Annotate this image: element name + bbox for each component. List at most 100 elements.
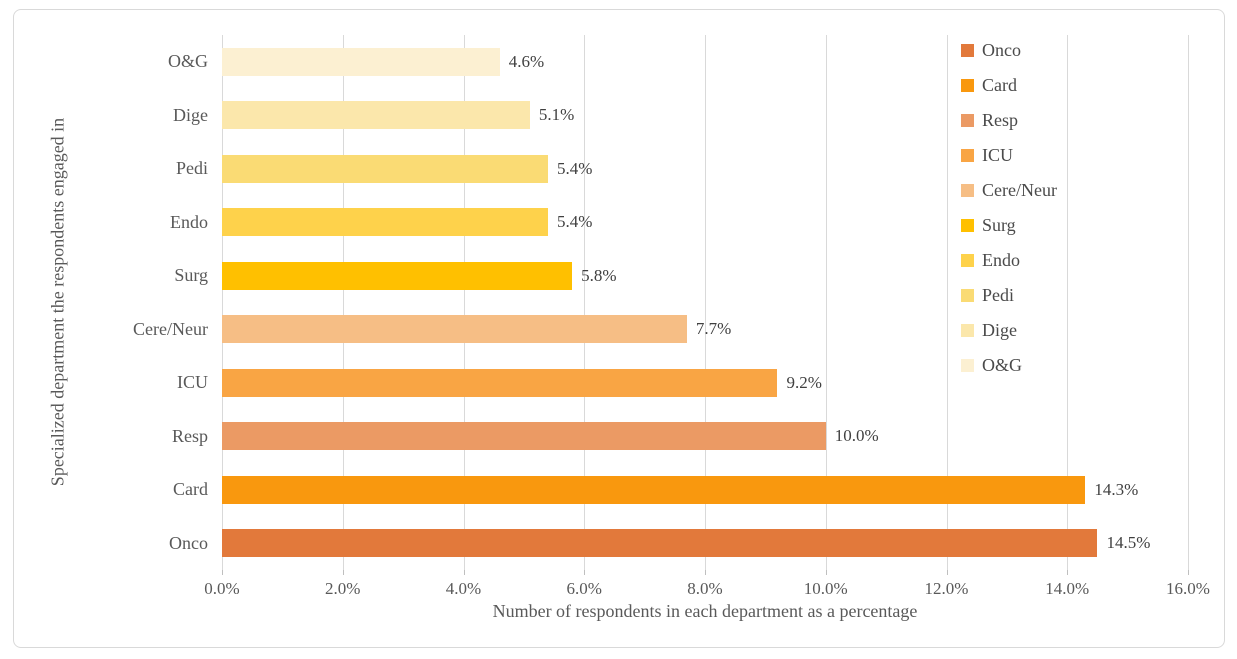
tick-mark [946, 570, 948, 575]
tick-label: 2.0% [325, 579, 361, 598]
category-label: Pedi [175, 158, 208, 179]
tick-label: 12.0% [924, 579, 969, 598]
category-label: O&G [168, 51, 208, 72]
tick-mark [1188, 570, 1189, 575]
legend-label: Resp [982, 110, 1018, 130]
bar [222, 101, 530, 130]
gridlines [222, 35, 1189, 570]
legend: Onco Card Resp ICU Cere/Neur Surg Endo Pedi Dige… [961, 33, 1057, 383]
legend-item: ICU [961, 138, 1057, 173]
data-label: 4.6% [508, 51, 545, 71]
gridline [825, 35, 827, 570]
bar-rows: O&G 4.6% Dige 5.1% Pedi 5.4% Endo 5.4% Surg 5.8% C… [0, 35, 1188, 570]
data-label: 5.4% [557, 212, 593, 232]
legend-swatch-icon [961, 79, 974, 92]
bar [222, 475, 1086, 504]
bar-track: 5.4% [222, 196, 1188, 250]
tick-mark [584, 570, 586, 575]
data-label: 14.3% [1094, 479, 1139, 499]
data-label: 5.8% [581, 265, 617, 285]
gridline [946, 35, 948, 570]
bar-track: 14.5% [222, 517, 1188, 571]
category-label: Card [173, 479, 208, 500]
bar-row: Dige 5.1% [0, 89, 1188, 143]
category-label: Resp [172, 425, 208, 446]
bar [222, 154, 549, 183]
legend-item: Surg [961, 208, 1057, 243]
data-label: 10.0% [834, 426, 879, 446]
legend-swatch-icon [961, 149, 974, 162]
data-label: 14.5% [1106, 533, 1151, 553]
tick-label: 10.0% [803, 579, 848, 598]
legend-swatch-icon [961, 44, 974, 57]
bar [222, 422, 826, 451]
gridline [1188, 35, 1189, 570]
bar-track: 5.8% [222, 249, 1188, 303]
legend-item: Pedi [961, 278, 1057, 313]
bar-row: Endo 5.4% [0, 196, 1188, 250]
legend-label: Dige [982, 320, 1017, 340]
tick-label: 4.0% [445, 579, 482, 598]
data-label: 7.7% [695, 319, 732, 339]
legend-label: Card [982, 75, 1017, 95]
legend-label: Pedi [982, 285, 1015, 305]
data-label: 5.1% [538, 105, 575, 125]
bar [222, 208, 549, 237]
bar-row: ICU 9.2% [0, 356, 1188, 410]
bar-track: 9.2% [222, 356, 1188, 410]
tick-label: 8.0% [687, 579, 723, 598]
category-label: Onco [169, 532, 208, 553]
category-label: ICU [177, 372, 208, 393]
category-label: Cere/Neur [133, 318, 208, 339]
bar-row: O&G 4.6% [0, 35, 1188, 89]
bar-track: 10.0% [222, 410, 1188, 464]
y-axis-title: Specialized department the respondents e… [47, 117, 68, 487]
gridline [705, 35, 706, 570]
legend-item: Endo [961, 243, 1057, 278]
legend-swatch-icon [961, 289, 974, 302]
bar [222, 261, 573, 290]
legend-item: O&G [961, 348, 1057, 383]
tick-mark [825, 570, 827, 575]
tick-mark [463, 570, 465, 575]
bar-row: Card 14.3% [0, 463, 1188, 517]
bar-track: 4.6% [222, 35, 1188, 89]
bar-track: 5.1% [222, 89, 1188, 143]
gridline [342, 35, 344, 570]
bar [222, 315, 687, 344]
legend-label: O&G [982, 355, 1022, 375]
legend-item: Onco [961, 33, 1057, 68]
bar-track: 5.4% [222, 142, 1188, 196]
legend-item: Dige [961, 313, 1057, 348]
tick-mark [705, 570, 706, 575]
tick-mark [1067, 570, 1069, 575]
legend-item: Cere/Neur [961, 173, 1057, 208]
bar-row: Resp 10.0% [0, 410, 1188, 464]
legend-label: Endo [982, 250, 1020, 270]
category-label: Surg [174, 265, 208, 286]
legend-item: Resp [961, 103, 1057, 138]
bar-row: Cere/Neur 7.7% [0, 303, 1188, 357]
legend-label: Cere/Neur [982, 180, 1057, 200]
legend-swatch-icon [961, 114, 974, 127]
tick-label: 14.0% [1045, 579, 1090, 598]
data-label: 9.2% [786, 372, 822, 392]
gridline [463, 35, 465, 570]
legend-item: Card [961, 68, 1057, 103]
gridline [584, 35, 586, 570]
tick-label: 6.0% [566, 579, 602, 598]
x-axis-ticks: 0.0% 2.0% 4.0% 6.0% 8.0% 10.0% 12.0% 14.0% 16.0% [204, 570, 1210, 604]
bar-row: Pedi 5.4% [0, 142, 1188, 196]
bar-row: Surg 5.8% [0, 249, 1188, 303]
category-label: Dige [173, 104, 208, 125]
legend-label: ICU [982, 145, 1013, 165]
tick-label: 0.0% [204, 579, 240, 598]
legend-swatch-icon [961, 219, 974, 232]
tick-label: 16.0% [1166, 579, 1210, 598]
legend-label: Surg [982, 215, 1016, 235]
legend-label: Onco [982, 40, 1021, 60]
data-label: 5.4% [557, 158, 593, 178]
gridline [222, 35, 223, 570]
bar [222, 47, 500, 76]
